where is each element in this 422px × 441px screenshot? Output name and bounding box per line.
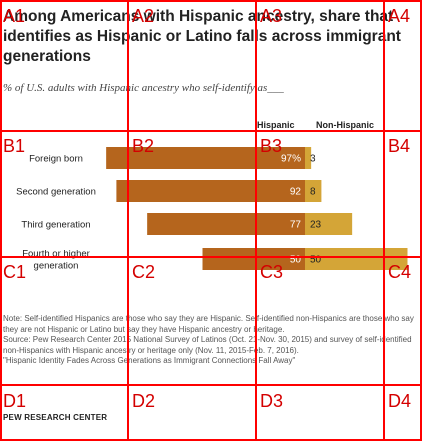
bar-hispanic <box>106 147 306 169</box>
data-label-non-hispanic: 50 <box>310 255 322 266</box>
category-label: Third generation <box>21 220 90 231</box>
data-label-non-hispanic: 8 <box>310 187 316 198</box>
bar-non-hispanic <box>305 180 322 202</box>
data-label-hispanic: 97% <box>281 154 301 165</box>
chart-notes: Note: Self-identified Hispanics are thos… <box>3 314 415 367</box>
data-label-hispanic: 92 <box>290 187 302 198</box>
legend-hispanic: Hispanic <box>257 120 295 130</box>
category-label: Fourth or higher <box>22 249 90 260</box>
category-label: Foreign born <box>29 154 83 165</box>
note-text: Note: Self-identified Hispanics are thos… <box>3 314 414 334</box>
source-text: Source: Pew Research Center 2015 Nationa… <box>3 335 412 355</box>
data-label-non-hispanic: 3 <box>310 154 316 165</box>
category-label: Second generation <box>16 187 96 198</box>
bar-hispanic <box>116 180 306 202</box>
bar-non-hispanic <box>305 213 353 235</box>
chart-title: Among Americans with Hispanic ancestry, … <box>3 8 401 65</box>
report-title: "Hispanic Identity Fades Across Generati… <box>3 356 296 365</box>
legend-non-hispanic: Non-Hispanic <box>316 120 375 130</box>
bar-hispanic <box>147 213 305 235</box>
chart-subtitle: % of U.S. adults with Hispanic ancestry … <box>3 82 284 94</box>
category-label: generation <box>34 261 79 272</box>
data-label-non-hispanic: 23 <box>310 220 322 231</box>
data-label-hispanic: 50 <box>290 255 302 266</box>
bar-non-hispanic <box>305 248 408 270</box>
pew-credit: PEW RESEARCH CENTER <box>3 413 108 422</box>
bar-hispanic <box>202 248 305 270</box>
bar-non-hispanic <box>305 147 312 169</box>
data-label-hispanic: 77 <box>290 220 302 231</box>
